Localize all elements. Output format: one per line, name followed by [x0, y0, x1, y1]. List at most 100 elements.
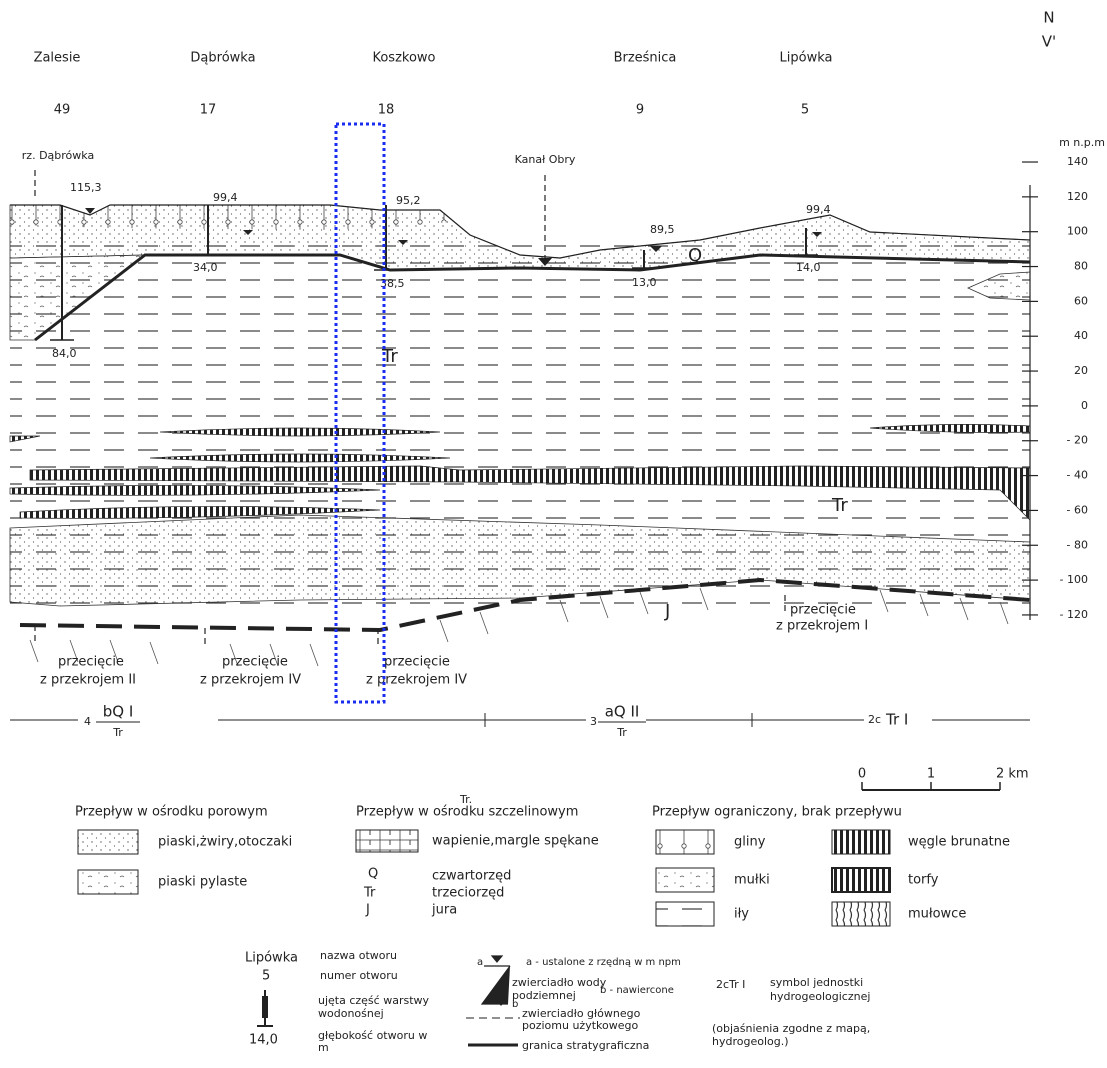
- legend-item: mułowce: [908, 907, 966, 922]
- y-tick-label: 140: [1067, 155, 1088, 168]
- legend-item: iły: [734, 907, 749, 922]
- y-tick-label: 0: [1081, 399, 1088, 412]
- legend-item: torfy: [908, 873, 939, 888]
- y-tick-label: 100: [1067, 225, 1088, 238]
- legend-swatch: [356, 830, 418, 852]
- scale-label: 1: [927, 767, 935, 782]
- well-heads: Zalesie49Dąbrówka17Koszkowo18Brześnica9L…: [34, 51, 833, 118]
- scale-label: 2 km: [996, 767, 1029, 782]
- river-label: rz. Dąbrówka: [22, 149, 94, 162]
- legend-title: Przepływ ograniczony, brak przepływu: [652, 805, 902, 820]
- elevation-label: 95,2: [396, 194, 421, 207]
- legend-swatch: [78, 870, 138, 894]
- geology: [10, 170, 1030, 666]
- legend-title: Przepływ w ośrodku szczelinowym: [356, 805, 578, 820]
- elevation-label: 89,5: [650, 223, 675, 236]
- legend-item: piaski pylaste: [158, 875, 247, 890]
- legend-swatch: [656, 902, 714, 926]
- legend-swatch: [78, 830, 138, 854]
- page: Przekrój hydrogeologiczny html, body { m…: [0, 0, 1107, 1068]
- intersection-label: z przekrojem IV: [366, 673, 467, 688]
- legend-item: numer otworu: [320, 969, 398, 982]
- legend-title: Przepływ w ośrodku porowym: [75, 805, 268, 820]
- legend-item-wrap: ujęta część warstwy wodonośnej: [318, 994, 438, 1028]
- y-tick-label: 20: [1074, 364, 1088, 377]
- legend-well-depth: 14,0: [249, 1033, 278, 1048]
- legend-swatch: [832, 830, 890, 854]
- unit-prefix: 2c: [868, 713, 881, 726]
- formation-label: J: [664, 601, 670, 622]
- y-tick-label: 120: [1067, 190, 1088, 203]
- axis-unit: m n.p.m: [1059, 136, 1105, 149]
- legend-item: mułki: [734, 873, 770, 888]
- intersection-label: przecięcie: [222, 655, 288, 670]
- well-number: 9: [636, 103, 644, 118]
- section-end: V': [1042, 33, 1056, 51]
- legend-item-wrap: symbol jednostki hydrogeologicznej: [770, 976, 880, 1020]
- y-tick-label: 40: [1074, 329, 1088, 342]
- intersection-label: przecięcie: [790, 603, 856, 618]
- unit-numerator: aQ II: [605, 703, 640, 721]
- legend-well-screen: [262, 996, 268, 1018]
- legend-code: Tr: [363, 886, 376, 901]
- well-number: 18: [378, 103, 395, 118]
- legend-item-wrap: (objaśnienia zgodne z mapą, hydrogeolog.…: [712, 1022, 882, 1056]
- legend-item: zwierciadło głównego poziomu użytkowego: [522, 1008, 672, 1032]
- legend-swatch: [832, 868, 890, 892]
- legend-code: J: [365, 903, 370, 918]
- legend-item: gliny: [734, 835, 766, 850]
- well-name: Brześnica: [614, 51, 677, 66]
- intersection-label: z przekrojem II: [40, 673, 136, 688]
- legend-item: symbol jednostki hydrogeologicznej: [770, 976, 880, 1004]
- legend-code: a: [477, 957, 483, 968]
- elevation-label: 99,4: [806, 203, 831, 216]
- legend-item: piaski,żwiry,otoczaki: [158, 835, 292, 850]
- legend-item: czwartorzęd: [432, 869, 511, 884]
- elevation-label: 99,4: [213, 191, 238, 204]
- legend-code: b: [512, 999, 518, 1010]
- well-name: Dąbrówka: [190, 51, 255, 66]
- intersection-label: przecięcie: [384, 655, 450, 670]
- legend-code: 2cTr I: [716, 978, 745, 991]
- formation-label: Tr: [831, 495, 848, 516]
- legend-item-wrap: zwierciadło głównego poziomu użytkowego: [522, 1008, 672, 1038]
- well-name: Zalesie: [34, 51, 81, 66]
- depth-label: 14,0: [796, 261, 821, 274]
- unit-prefix: 4: [84, 715, 91, 728]
- legend-swatch: [656, 868, 714, 892]
- legend-swatch: [656, 830, 714, 854]
- well-name: Lipówka: [780, 51, 833, 66]
- formation-label: Tr: [381, 346, 398, 367]
- legend-item: węgle brunatne: [908, 835, 1010, 850]
- legend-item-wrap: głębokość otworu w m: [318, 1030, 438, 1064]
- intersection-label: przecięcie: [58, 655, 124, 670]
- depth-label: 34,0: [193, 261, 218, 274]
- legend-well-name: Lipówka: [245, 951, 298, 966]
- legend-water-symbol: [482, 956, 510, 1005]
- intersection-label: z przekrojem I: [776, 619, 868, 634]
- legend-item: jura: [431, 903, 457, 918]
- legend-item: a - ustalone z rzędną w m npm: [526, 957, 681, 968]
- elevation-label: 115,3: [70, 181, 102, 194]
- unit-numerator: Tr I: [885, 711, 908, 729]
- well-number: 5: [801, 103, 809, 118]
- well-number: 49: [54, 103, 71, 118]
- legend-item: wapienie,margle spękane: [432, 834, 599, 849]
- north-mark: N: [1043, 9, 1054, 27]
- legend-code: Q: [368, 867, 378, 882]
- y-tick-label: - 20: [1067, 434, 1088, 447]
- depth-label: 13,0: [632, 276, 657, 289]
- legend-item: (objaśnienia zgodne z mapą, hydrogeolog.…: [712, 1022, 882, 1048]
- depth-label: 84,0: [52, 347, 77, 360]
- scale-label: 0: [858, 767, 866, 782]
- legend-item: b - nawiercone: [600, 985, 674, 996]
- unit-denominator: Tr: [616, 726, 627, 739]
- y-tick-label: - 60: [1067, 503, 1088, 516]
- legend-well-number: 5: [262, 969, 270, 984]
- well-name: Koszkowo: [372, 51, 435, 66]
- page-body: { "header": {"north": "N", "section_end"…: [0, 0, 1107, 1068]
- intersection-label: z przekrojem IV: [200, 673, 301, 688]
- legend-item: trzeciorzęd: [432, 886, 504, 901]
- legend-item: ujęta część warstwy wodonośnej: [318, 994, 438, 1020]
